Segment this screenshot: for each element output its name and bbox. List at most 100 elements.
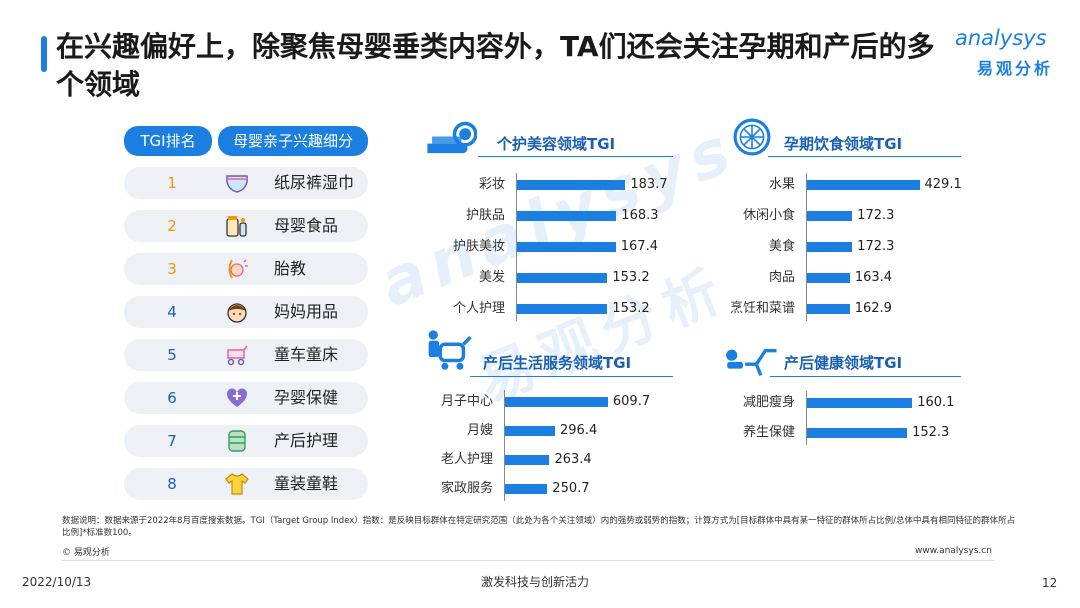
rank-label: 妈妈用品 (274, 302, 339, 321)
bar-value-label: 167.4 (620, 239, 658, 254)
bar (807, 304, 850, 314)
category-label: 水果 (768, 177, 795, 192)
cosmetics-icon (425, 120, 478, 158)
bar (807, 180, 920, 190)
category-label: 月子中心 (440, 394, 493, 409)
bar-value-label: 152.3 (912, 425, 950, 440)
chart-axis (806, 391, 807, 445)
rank-number: 3 (167, 260, 177, 278)
stroller-icon (224, 342, 250, 368)
prenatal-education-icon (224, 256, 250, 282)
bar (505, 455, 550, 465)
rank-row-6: 6 孕婴保健 (124, 382, 368, 414)
chart-title-underline (770, 376, 961, 377)
rank-row-8: 8 童装童鞋 (124, 468, 368, 500)
bar (517, 242, 616, 252)
rank-number: 8 (167, 475, 177, 493)
bar-value-label: 250.7 (552, 481, 590, 496)
chart-title-underline (768, 156, 961, 157)
category-label: 护肤美妆 (452, 239, 505, 254)
chart-axis (516, 173, 517, 321)
category-header: 母婴亲子兴趣细分 (218, 126, 368, 156)
bar-value-label: 429.1 (924, 177, 962, 192)
fitness-icon (725, 344, 781, 376)
category-label: 老人护理 (440, 452, 493, 467)
site-url: www.analysys.cn (915, 546, 992, 556)
category-label: 减肥瘦身 (742, 395, 795, 410)
copyright: © 易观分析 (62, 548, 110, 558)
bar (505, 484, 548, 494)
bar (517, 180, 626, 190)
rank-row-1: 1 纸尿裤湿巾 (124, 167, 368, 199)
rank-label: 产后护理 (274, 431, 339, 450)
bar (807, 398, 913, 408)
chart-title-underline (470, 376, 673, 377)
logo-text-zh: 易观分析 (977, 59, 1054, 78)
chart-title: 产后健康领域TGI (784, 354, 903, 372)
mom-products-icon (224, 299, 250, 325)
bar-value-label: 160.1 (917, 395, 955, 410)
rank-number: 6 (167, 389, 177, 407)
category-label: 肉品 (768, 270, 795, 285)
rank-label: 胎教 (274, 259, 307, 278)
bar (807, 428, 908, 438)
chart-axis (504, 390, 505, 501)
rank-number: 5 (167, 346, 177, 364)
rank-row-5: 5 童车童床 (124, 339, 368, 371)
bar-value-label: 153.2 (612, 301, 650, 316)
logo-text-en: analysys (955, 26, 1047, 50)
rank-header: TGI排名 (124, 126, 212, 156)
category-label: 休闲小食 (742, 208, 795, 223)
category-label: 美发 (478, 270, 505, 285)
rank-row-2: 2 母婴食品 (124, 210, 368, 242)
bar-value-label: 183.7 (630, 177, 668, 192)
rank-label: 纸尿裤湿巾 (274, 173, 355, 192)
diaper-icon (224, 170, 250, 196)
rank-label: 童装童鞋 (274, 474, 339, 493)
bar-value-label: 296.4 (560, 423, 598, 438)
title-accent-bar (41, 36, 47, 72)
family-service-icon (424, 328, 482, 376)
bar-value-label: 162.9 (854, 301, 892, 316)
kids-clothing-icon (224, 471, 250, 497)
bar (505, 397, 608, 407)
chart-title-underline (478, 156, 673, 157)
category-label: 月嫂 (466, 423, 493, 438)
bar-value-label: 609.7 (612, 394, 651, 409)
rank-number: 7 (167, 432, 177, 450)
analysys-logo: analysys 易观分析 (955, 24, 1065, 84)
bar (517, 211, 617, 221)
chart-title: 孕期饮食领域TGI (784, 135, 903, 153)
report-date: 2022/10/13 (22, 575, 92, 589)
category-label: 彩妆 (478, 177, 505, 192)
category-label: 家政服务 (440, 481, 493, 496)
bar-value-label: 163.4 (854, 270, 893, 285)
diet-plate-icon (733, 118, 771, 156)
bar-value-label: 172.3 (857, 239, 895, 254)
page-number: 12 (1042, 576, 1058, 590)
category-label: 美食 (768, 239, 795, 254)
chart-title: 产后生活服务领域TGI (483, 354, 632, 372)
chart-axis (806, 173, 807, 321)
rank-number: 2 (167, 217, 177, 235)
category-label: 护肤品 (465, 208, 505, 223)
rank-number: 4 (167, 303, 177, 321)
category-label: 个人护理 (452, 301, 505, 316)
rank-row-4: 4 妈妈用品 (124, 296, 368, 328)
rank-number: 1 (167, 174, 177, 192)
rank-row-7: 7 产后护理 (124, 425, 368, 457)
rank-label: 孕婴保健 (274, 388, 339, 407)
data-note: 数据说明：数据来源于2022年8月百度搜索数据。TGI（Target Group… (62, 516, 1015, 538)
category-label: 养生保健 (742, 425, 795, 440)
rank-label: 童车童床 (274, 345, 339, 364)
slogan: 激发科技与创新活力 (481, 575, 590, 589)
bar (517, 304, 608, 314)
bar-value-label: 153.2 (612, 270, 650, 285)
category-label: 烹饪和菜谱 (729, 301, 795, 316)
rank-label: 母婴食品 (274, 216, 339, 235)
bar (505, 426, 556, 436)
postpartum-care-icon (224, 428, 250, 454)
bar (807, 211, 853, 221)
health-heart-icon (224, 385, 250, 411)
page-title: 在兴趣偏好上，除聚焦母婴垂类内容外，TA们还会关注孕期和产后的多个领域 (56, 30, 935, 101)
